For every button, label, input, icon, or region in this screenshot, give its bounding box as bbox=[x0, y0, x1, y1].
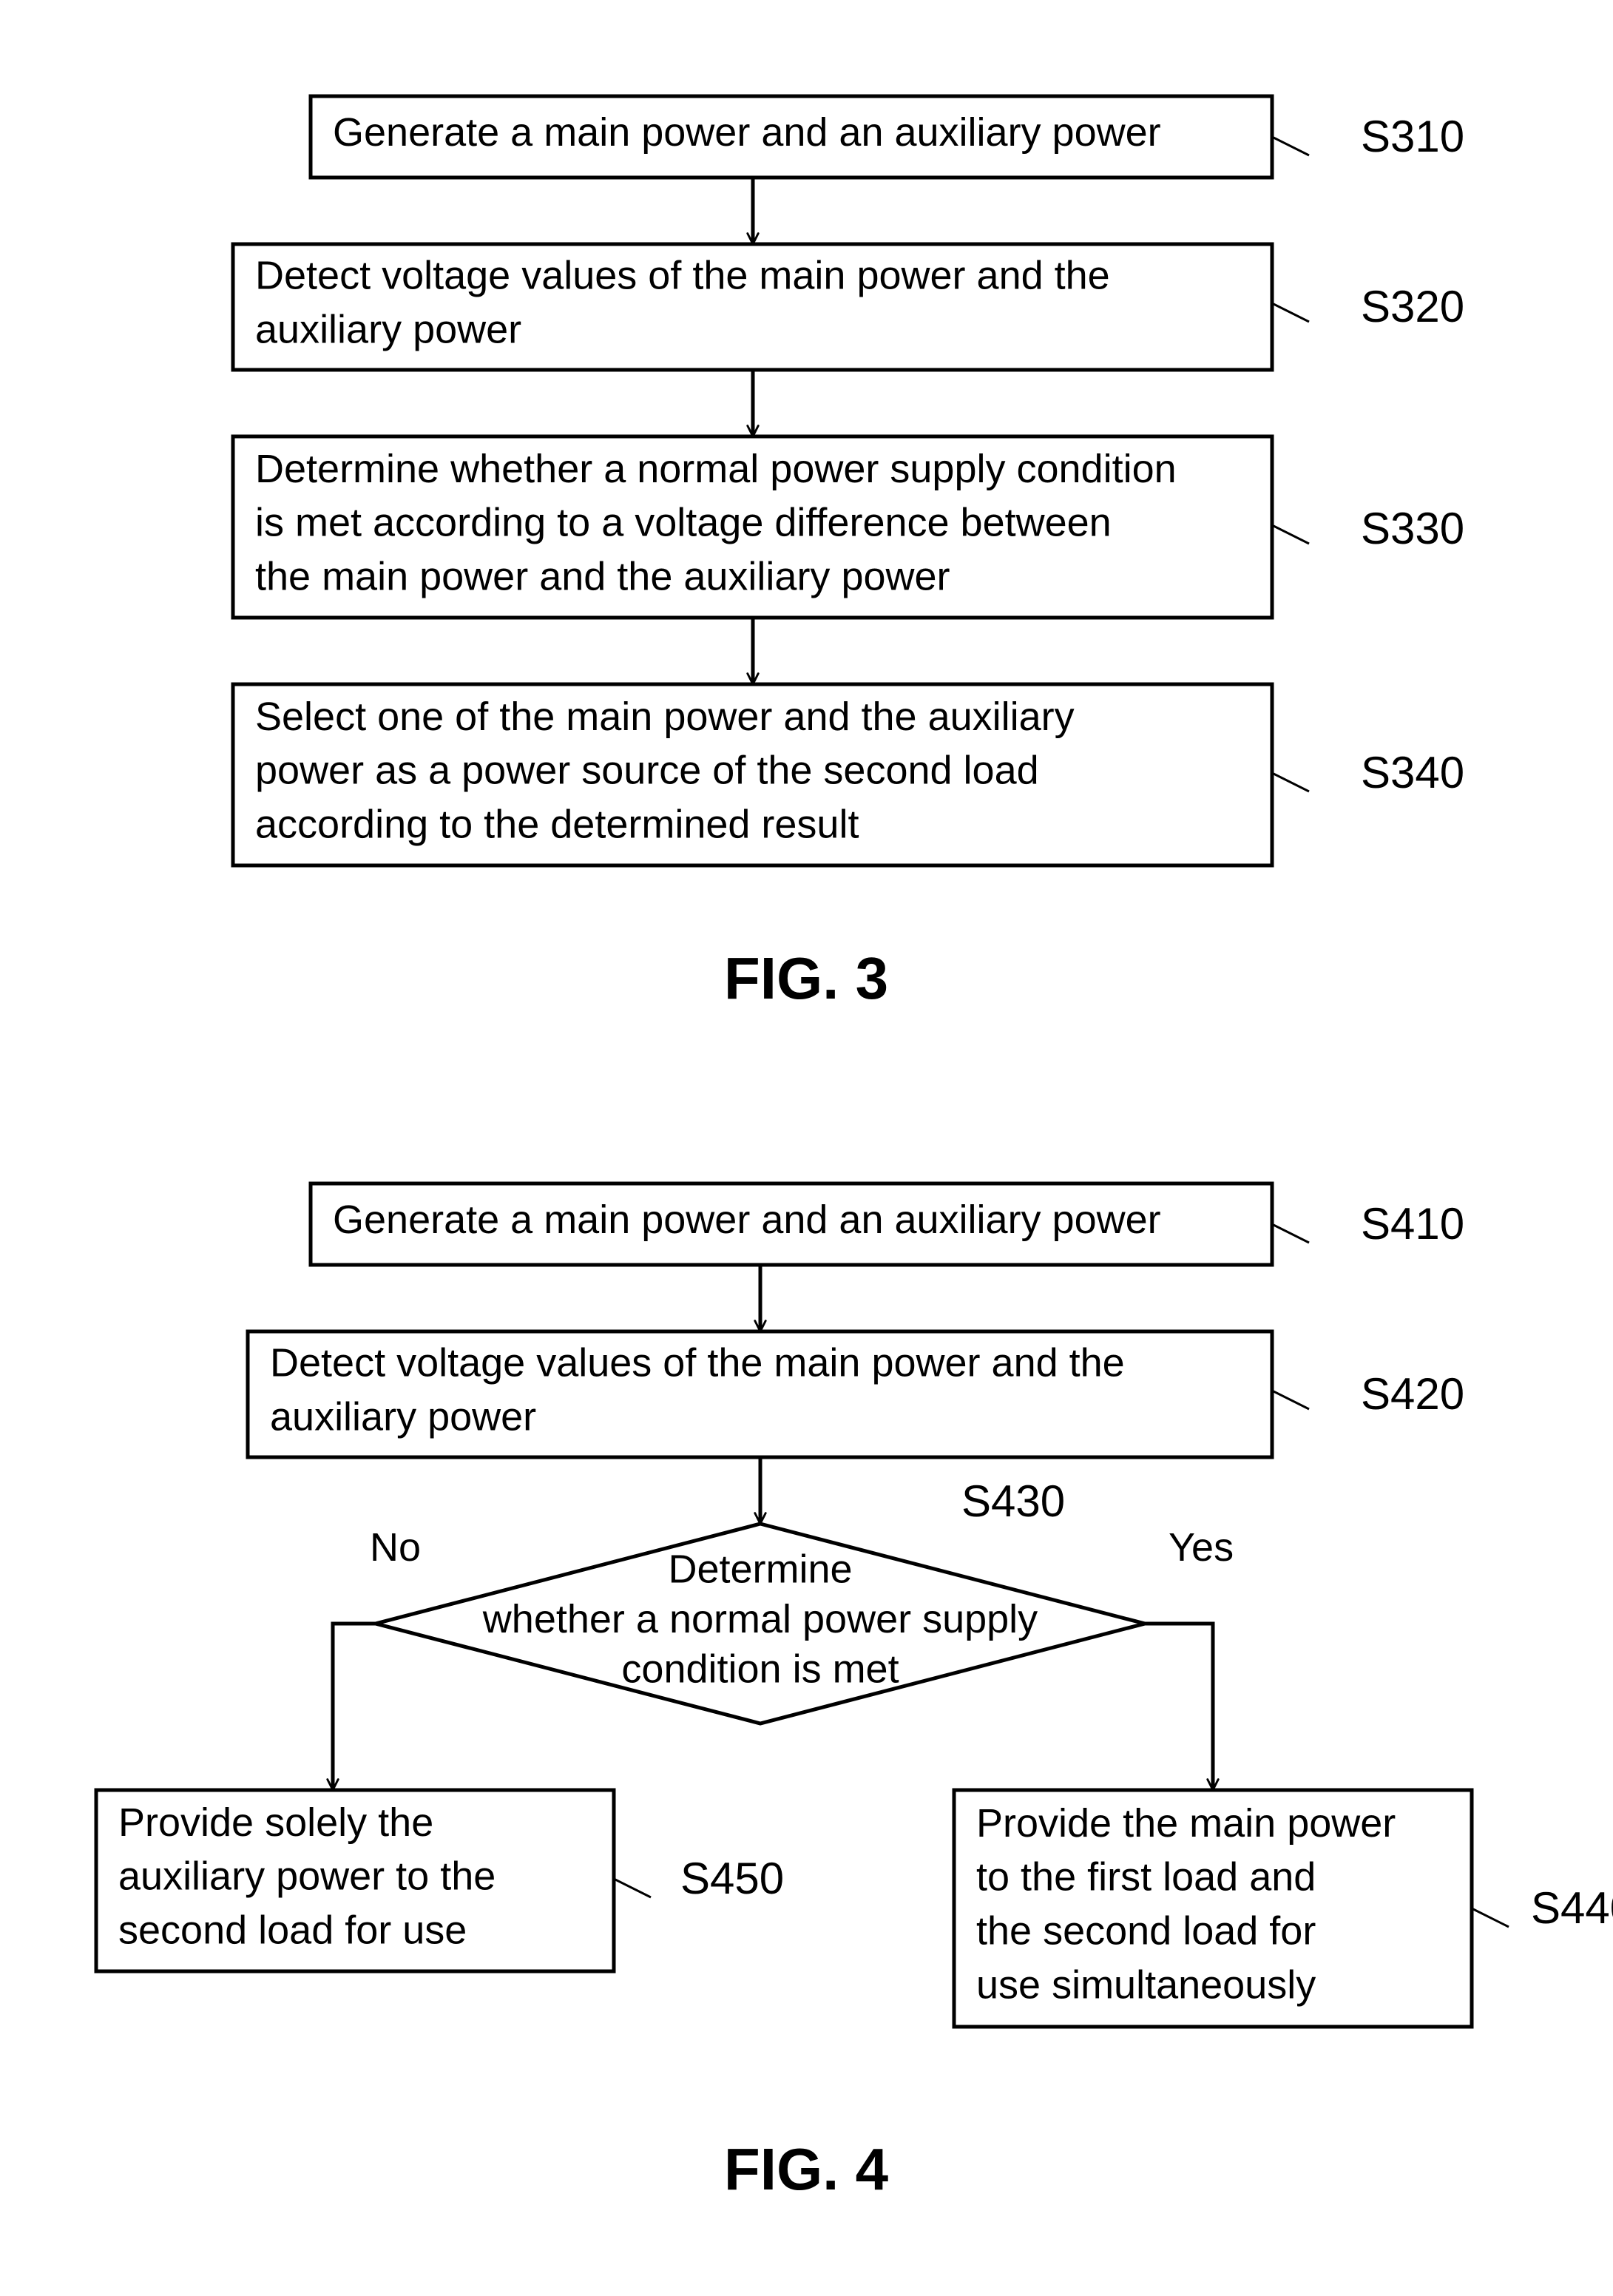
label-tick bbox=[1272, 303, 1309, 322]
flow-box-text: auxiliary power bbox=[270, 1395, 536, 1439]
step-label-s430: S430 bbox=[961, 1476, 1065, 1526]
step-label-s450: S450 bbox=[680, 1854, 784, 1903]
flow-box-text: according to the determined result bbox=[255, 803, 859, 847]
flow-box-text: Detect voltage values of the main power … bbox=[255, 254, 1110, 298]
step-label-s420: S420 bbox=[1361, 1369, 1464, 1419]
step-label-s340: S340 bbox=[1361, 748, 1464, 797]
flow-box-text: is met according to a voltage difference… bbox=[255, 501, 1112, 545]
flow-box-text: Provide solely the bbox=[118, 1800, 433, 1845]
flow-box-text: use simultaneously bbox=[976, 1963, 1316, 2008]
step-label-s310: S310 bbox=[1361, 112, 1464, 161]
branch-label-yes: Yes bbox=[1169, 1525, 1234, 1570]
flow-box-text: auxiliary power to the bbox=[118, 1854, 496, 1899]
flow-box-text: Determine whether a normal power supply … bbox=[255, 447, 1177, 491]
step-label-s330: S330 bbox=[1361, 504, 1464, 553]
label-tick bbox=[1272, 525, 1309, 544]
figure-title-4: FIG. 4 bbox=[724, 2136, 889, 2202]
label-tick bbox=[1272, 1391, 1309, 1409]
label-tick bbox=[1272, 137, 1309, 155]
step-label-s440: S440 bbox=[1531, 1883, 1613, 1933]
label-tick bbox=[614, 1879, 651, 1897]
decision-text: whether a normal power supply bbox=[482, 1597, 1038, 1641]
flow-box-text: auxiliary power bbox=[255, 308, 521, 352]
step-label-s410: S410 bbox=[1361, 1199, 1464, 1249]
label-tick bbox=[1472, 1908, 1509, 1927]
figure-title-3: FIG. 3 bbox=[724, 945, 888, 1011]
label-tick bbox=[1272, 773, 1309, 791]
flow-arrow bbox=[1145, 1624, 1213, 1790]
flow-box-text: the main power and the auxiliary power bbox=[255, 555, 950, 599]
label-tick bbox=[1272, 1224, 1309, 1243]
flow-box-text: power as a power source of the second lo… bbox=[255, 749, 1039, 793]
flow-box-text: to the first load and bbox=[976, 1855, 1316, 1900]
flow-box-text: Provide the main power bbox=[976, 1801, 1396, 1846]
decision-text: condition is met bbox=[621, 1647, 899, 1692]
branch-label-no: No bbox=[370, 1525, 421, 1570]
flow-box-text: second load for use bbox=[118, 1908, 467, 1953]
decision-text: Determine bbox=[668, 1547, 852, 1592]
step-label-s320: S320 bbox=[1361, 282, 1464, 331]
flow-box-text: Generate a main power and an auxiliary p… bbox=[333, 110, 1161, 155]
flow-box-text: Select one of the main power and the aux… bbox=[255, 695, 1075, 739]
flow-box-text: Detect voltage values of the main power … bbox=[270, 1341, 1125, 1385]
flow-arrow bbox=[333, 1624, 376, 1790]
flow-box-text: Generate a main power and an auxiliary p… bbox=[333, 1198, 1161, 1242]
flow-box-text: the second load for bbox=[976, 1909, 1316, 1954]
